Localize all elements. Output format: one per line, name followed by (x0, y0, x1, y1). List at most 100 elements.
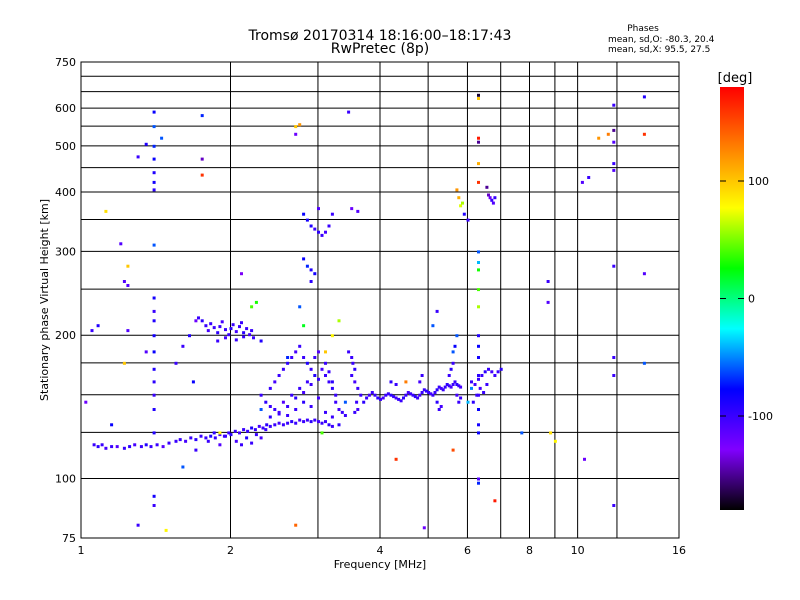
data-point (470, 380, 473, 384)
y-tick-label: 600 (55, 102, 76, 115)
data-point (477, 377, 480, 381)
data-point (174, 439, 178, 443)
y-tick-label: 300 (55, 245, 76, 258)
data-point (394, 383, 398, 386)
data-point (324, 374, 327, 377)
data-point (320, 421, 324, 425)
data-point (642, 361, 646, 365)
data-point (199, 434, 203, 438)
data-point (642, 272, 646, 276)
data-point (273, 380, 277, 384)
data-point (418, 380, 422, 384)
data-point (122, 446, 126, 450)
data-point (488, 196, 492, 200)
data-point (477, 344, 480, 348)
data-point (317, 396, 320, 400)
data-point (136, 523, 140, 527)
data-point (324, 420, 327, 424)
phases-o-stats: mean, sd,O: -80.3, 20.4 (608, 35, 715, 45)
data-point (413, 395, 417, 399)
data-point (96, 445, 100, 449)
data-point (136, 155, 140, 159)
data-point (218, 431, 222, 435)
data-point (327, 370, 331, 374)
data-point (324, 410, 327, 414)
data-point (422, 526, 426, 530)
data-point (152, 504, 156, 507)
data-point (389, 393, 393, 397)
plot-border (80, 61, 680, 539)
data-point (152, 125, 156, 129)
data-point (406, 391, 410, 394)
data-points (84, 93, 646, 532)
data-point (451, 448, 455, 452)
data-point (313, 418, 317, 422)
data-point (84, 400, 88, 404)
data-point (487, 193, 490, 197)
data-point (499, 367, 503, 371)
data-point (264, 400, 268, 404)
data-point (309, 280, 313, 283)
data-point (309, 224, 313, 228)
data-point (104, 446, 108, 450)
data-point (334, 393, 338, 397)
data-point (302, 212, 306, 216)
data-point (420, 391, 424, 394)
data-point (350, 374, 354, 377)
data-point (229, 327, 233, 331)
data-point (431, 393, 435, 397)
data-point (253, 428, 257, 432)
data-point (429, 392, 433, 396)
data-point (204, 324, 208, 328)
data-point (200, 114, 204, 118)
data-point (224, 434, 227, 438)
data-point (416, 396, 420, 400)
data-point (451, 350, 455, 354)
data-point (152, 431, 156, 435)
data-point (478, 386, 482, 390)
data-point (144, 443, 148, 447)
data-point (612, 140, 616, 144)
data-point (317, 377, 320, 381)
data-point (273, 423, 277, 427)
data-point (178, 438, 182, 442)
data-point (194, 438, 198, 442)
data-point (286, 361, 290, 365)
data-point (473, 383, 477, 386)
data-point (298, 386, 302, 390)
data-point (493, 499, 497, 503)
phases-x-stats: mean, sd,X: 95.5, 27.5 (608, 45, 710, 55)
data-point (302, 356, 306, 359)
data-point (313, 356, 317, 359)
data-point (453, 344, 457, 348)
data-point (242, 331, 246, 335)
data-point (553, 439, 557, 443)
data-point (445, 383, 449, 386)
data-point (447, 384, 451, 388)
y-tick-label: 200 (55, 329, 76, 342)
data-point (453, 380, 457, 384)
data-point (209, 434, 213, 438)
data-point (477, 477, 480, 481)
data-point (327, 423, 331, 427)
data-point (353, 410, 357, 414)
y-tick-label: 750 (55, 56, 76, 69)
data-point (174, 361, 178, 365)
data-point (122, 280, 126, 283)
data-point (343, 414, 347, 417)
data-point (451, 383, 455, 386)
data-point (359, 393, 363, 397)
data-point (520, 431, 524, 435)
data-point (294, 421, 298, 425)
data-point (218, 325, 222, 329)
data-point (152, 393, 156, 397)
data-point (234, 330, 238, 334)
data-point (233, 429, 237, 433)
data-point (119, 242, 123, 246)
data-point (546, 300, 550, 304)
data-point (242, 335, 246, 339)
data-point (477, 305, 480, 309)
data-point (334, 400, 338, 404)
data-point (191, 380, 195, 384)
data-point (347, 110, 351, 114)
